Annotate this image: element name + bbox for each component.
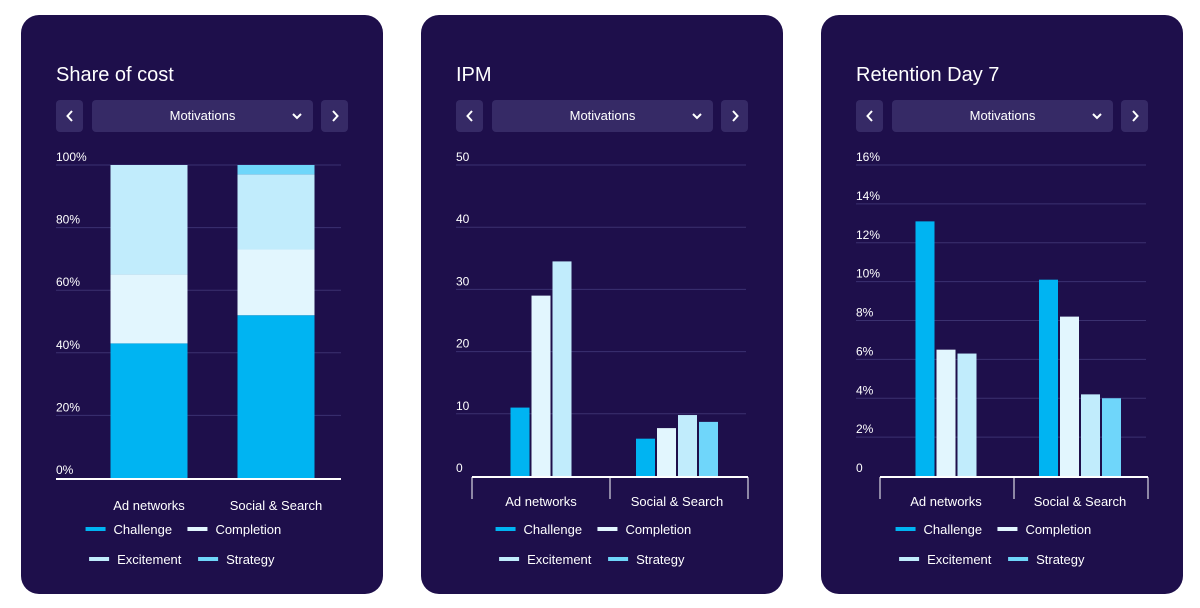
- y-tick-label: 30: [456, 274, 470, 288]
- prev-button[interactable]: [456, 100, 483, 132]
- select-value: Motivations: [969, 108, 1036, 123]
- next-button[interactable]: [721, 100, 748, 132]
- y-tick-label: 60%: [56, 275, 80, 289]
- select-value: Motivations: [169, 108, 236, 123]
- legend-label-completion: Completion: [215, 522, 281, 537]
- chart-title: IPM: [456, 64, 492, 86]
- y-tick-label: 40: [456, 212, 470, 226]
- bar-ad-networks-completion: [936, 349, 956, 476]
- legend-label-challenge: Challenge: [924, 522, 983, 537]
- chevron-right-icon: [1131, 110, 1139, 122]
- y-tick-label: 12%: [856, 228, 880, 242]
- chevron-down-icon: [692, 113, 702, 120]
- y-tick-label: 4%: [856, 383, 874, 397]
- bar-ad-networks-excitement: [110, 165, 188, 275]
- x-category-label: Social & Search: [631, 494, 724, 509]
- x-category-label: Ad networks: [505, 494, 577, 509]
- legend-label-strategy: Strategy: [226, 552, 275, 567]
- motivations-select[interactable]: Motivations: [892, 100, 1113, 132]
- y-tick-label: 0%: [56, 463, 74, 477]
- bar-social-search-completion: [237, 249, 315, 316]
- bar-social-search-challenge: [1039, 279, 1058, 476]
- y-tick-label: 16%: [856, 150, 880, 164]
- chart-title: Retention Day 7: [856, 64, 1000, 86]
- chevron-down-icon: [1092, 113, 1102, 120]
- chart-card-retention-day-7: Retention Day 7 Motivations 0 2% 4% 6% 8% 10%…: [821, 15, 1183, 594]
- next-button[interactable]: [321, 100, 348, 132]
- x-category-label: Ad networks: [113, 498, 185, 513]
- chevron-left-icon: [65, 110, 73, 122]
- chart-card-share-of-cost: Share of cost Motivations 0% 20% 40% 60% 80%…: [21, 15, 383, 594]
- y-tick-label: 50: [456, 150, 470, 164]
- y-tick-label: 100%: [56, 150, 87, 164]
- y-tick-label: 10%: [856, 267, 880, 281]
- x-category-label: Social & Search: [230, 498, 323, 513]
- chevron-down-icon: [292, 113, 302, 120]
- bar-social-search-strategy: [699, 421, 718, 476]
- motivations-select[interactable]: Motivations: [492, 100, 713, 132]
- legend-label-strategy: Strategy: [636, 552, 685, 567]
- grouped-bar-chart-retention-day-7: 0 2% 4% 6% 8% 10% 12% 14% 16% Ad networks Social &…: [856, 150, 1149, 567]
- y-tick-label: 0: [856, 461, 863, 475]
- bar-social-search-completion: [1060, 316, 1079, 476]
- bar-ad-networks-completion: [531, 295, 551, 476]
- y-tick-label: 6%: [856, 344, 874, 358]
- y-tick-label: 40%: [56, 338, 80, 352]
- next-button[interactable]: [1121, 100, 1148, 132]
- chart-title: Share of cost: [56, 64, 174, 86]
- bar-ad-networks-completion: [110, 274, 188, 344]
- prev-button[interactable]: [56, 100, 83, 132]
- y-tick-label: 20%: [56, 400, 80, 414]
- legend-label-excitement: Excitement: [927, 552, 992, 567]
- y-tick-label: 8%: [856, 306, 874, 320]
- legend-label-completion: Completion: [1025, 522, 1091, 537]
- bar-social-search-challenge: [636, 438, 655, 476]
- motivations-select[interactable]: Motivations: [92, 100, 313, 132]
- select-value: Motivations: [569, 108, 636, 123]
- legend-label-strategy: Strategy: [1036, 552, 1085, 567]
- legend-label-challenge: Challenge: [114, 522, 173, 537]
- legend-label-completion: Completion: [625, 522, 691, 537]
- chevron-left-icon: [865, 110, 873, 122]
- y-tick-label: 10: [456, 399, 470, 413]
- bar-social-search-excitement: [237, 174, 315, 250]
- bar-ad-networks-challenge: [915, 221, 935, 476]
- chevron-right-icon: [731, 110, 739, 122]
- legend-label-excitement: Excitement: [527, 552, 592, 567]
- stacked-bar-chart-share-of-cost: 0% 20% 40% 60% 80% 100% Ad networks Social & Se…: [56, 150, 341, 567]
- y-tick-label: 14%: [856, 189, 880, 203]
- grouped-bar-chart-ipm: 0 10 20 30 40 50 Ad networks Social & Search Cha…: [456, 150, 749, 567]
- prev-button[interactable]: [856, 100, 883, 132]
- bar-ad-networks-excitement: [957, 353, 977, 476]
- bar-ad-networks-challenge: [510, 407, 530, 476]
- bar-ad-networks-excitement: [552, 261, 572, 476]
- chevron-right-icon: [331, 110, 339, 122]
- y-tick-label: 20: [456, 337, 470, 351]
- y-tick-label: 2%: [856, 422, 874, 436]
- y-tick-label: 0: [456, 461, 463, 475]
- chevron-left-icon: [465, 110, 473, 122]
- chart-card-ipm: IPM Motivations 0 10 20 30 40 50 Ad networks So…: [421, 15, 783, 594]
- bar-social-search-challenge: [237, 315, 315, 478]
- x-category-label: Social & Search: [1034, 494, 1127, 509]
- bar-social-search-completion: [657, 428, 676, 476]
- y-tick-label: 80%: [56, 213, 80, 227]
- bar-ad-networks-challenge: [110, 343, 188, 478]
- bar-social-search-excitement: [678, 415, 697, 476]
- bar-social-search-strategy: [237, 165, 315, 175]
- bar-social-search-excitement: [1081, 394, 1100, 476]
- legend-label-challenge: Challenge: [524, 522, 583, 537]
- x-category-label: Ad networks: [910, 494, 982, 509]
- bar-social-search-strategy: [1102, 398, 1121, 476]
- legend-label-excitement: Excitement: [117, 552, 182, 567]
